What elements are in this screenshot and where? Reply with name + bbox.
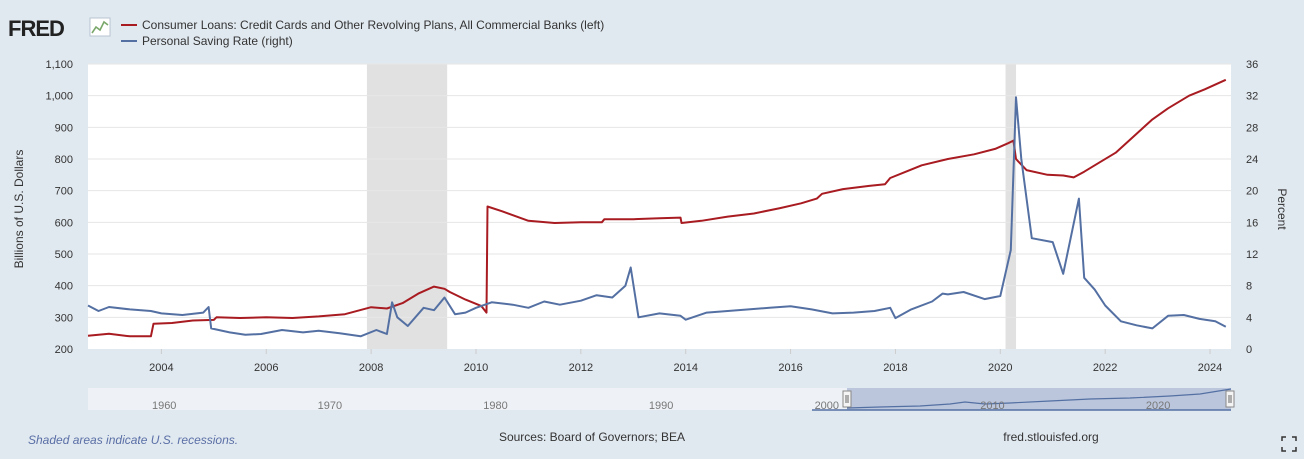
sources-text: Sources: Board of Governors; BEA [499, 430, 685, 444]
x-tick-label: 2020 [988, 362, 1012, 374]
navigator-handle-left[interactable] [842, 390, 852, 408]
series-line-saving-rate [87, 96, 1227, 338]
navigator-tick-label: 1990 [649, 400, 673, 412]
series-line-credit-loans [87, 78, 1227, 338]
y-left-tick-label: 1,100 [45, 59, 73, 71]
navigator-tick-label: 1970 [318, 400, 342, 412]
x-tick-label: 2016 [778, 362, 802, 374]
y-axis-right-label: Percent [1275, 188, 1289, 230]
legend-entry-saving-rate[interactable]: Personal Saving Rate (right) [142, 34, 293, 48]
x-tick-label: 2014 [673, 362, 697, 374]
y-left-tick-label: 700 [55, 186, 73, 198]
plot-area [88, 64, 1231, 349]
y-right-tick-label: 4 [1246, 312, 1252, 324]
y-left-tick-label: 600 [55, 217, 73, 229]
navigator-handle-right[interactable] [1225, 390, 1235, 408]
site-url[interactable]: fred.stlouisfed.org [1003, 430, 1098, 444]
navigator-tick-label: 2000 [815, 400, 839, 412]
y-left-tick-label: 200 [55, 344, 73, 356]
y-right-tick-label: 36 [1246, 59, 1258, 71]
x-tick-label: 2004 [149, 362, 173, 374]
y-left-tick-label: 800 [55, 154, 73, 166]
y-left-tick-label: 400 [55, 281, 73, 293]
y-right-tick-label: 28 [1246, 122, 1258, 134]
fred-logo-text: FRED [8, 16, 64, 41]
navigator-series-line [846, 388, 1232, 409]
fred-logo[interactable]: FRED [8, 16, 111, 41]
navigator-tick-label: 2020 [1146, 400, 1170, 412]
y-right-tick-label: 12 [1246, 249, 1258, 261]
x-tick-label: 2006 [254, 362, 278, 374]
y-right-tick-label: 8 [1246, 281, 1252, 293]
legend: Consumer Loans: Credit Cards and Other R… [121, 18, 604, 48]
recession-note: Shaded areas indicate U.S. recessions. [28, 433, 238, 447]
range-navigator[interactable]: 1960 1970 1980 1990 2000 2010 2020 [88, 388, 1235, 412]
y-right-tick-label: 32 [1246, 91, 1258, 103]
y-right-tick-label: 16 [1246, 217, 1258, 229]
legend-entry-credit-loans[interactable]: Consumer Loans: Credit Cards and Other R… [142, 18, 604, 32]
navigator-tick-label: 1960 [152, 400, 176, 412]
y-left-tick-label: 900 [55, 122, 73, 134]
y-right-tick-label: 20 [1246, 186, 1258, 198]
x-tick-label: 2024 [1198, 362, 1222, 374]
fred-graph-icon [89, 17, 111, 37]
navigator-tick-label: 1980 [483, 400, 507, 412]
x-tick-label: 2008 [359, 362, 383, 374]
y-left-tick-label: 300 [55, 312, 73, 324]
y-left-tick-label: 1,000 [45, 91, 73, 103]
recession-band-1 [1005, 64, 1017, 349]
x-tick-label: 2010 [464, 362, 488, 374]
y-right-tick-label: 0 [1246, 344, 1252, 356]
x-tick-label: 2012 [569, 362, 593, 374]
y-right-tick-label: 24 [1246, 154, 1258, 166]
navigator-tick-label: 2010 [980, 400, 1004, 412]
y-left-tick-label: 500 [55, 249, 73, 261]
fullscreen-icon[interactable] [1281, 436, 1297, 452]
recession-band-0 [366, 64, 448, 349]
x-tick-label: 2018 [883, 362, 907, 374]
x-tick-label: 2022 [1093, 362, 1117, 374]
y-axis-left-label: Billions of U.S. Dollars [12, 150, 26, 269]
